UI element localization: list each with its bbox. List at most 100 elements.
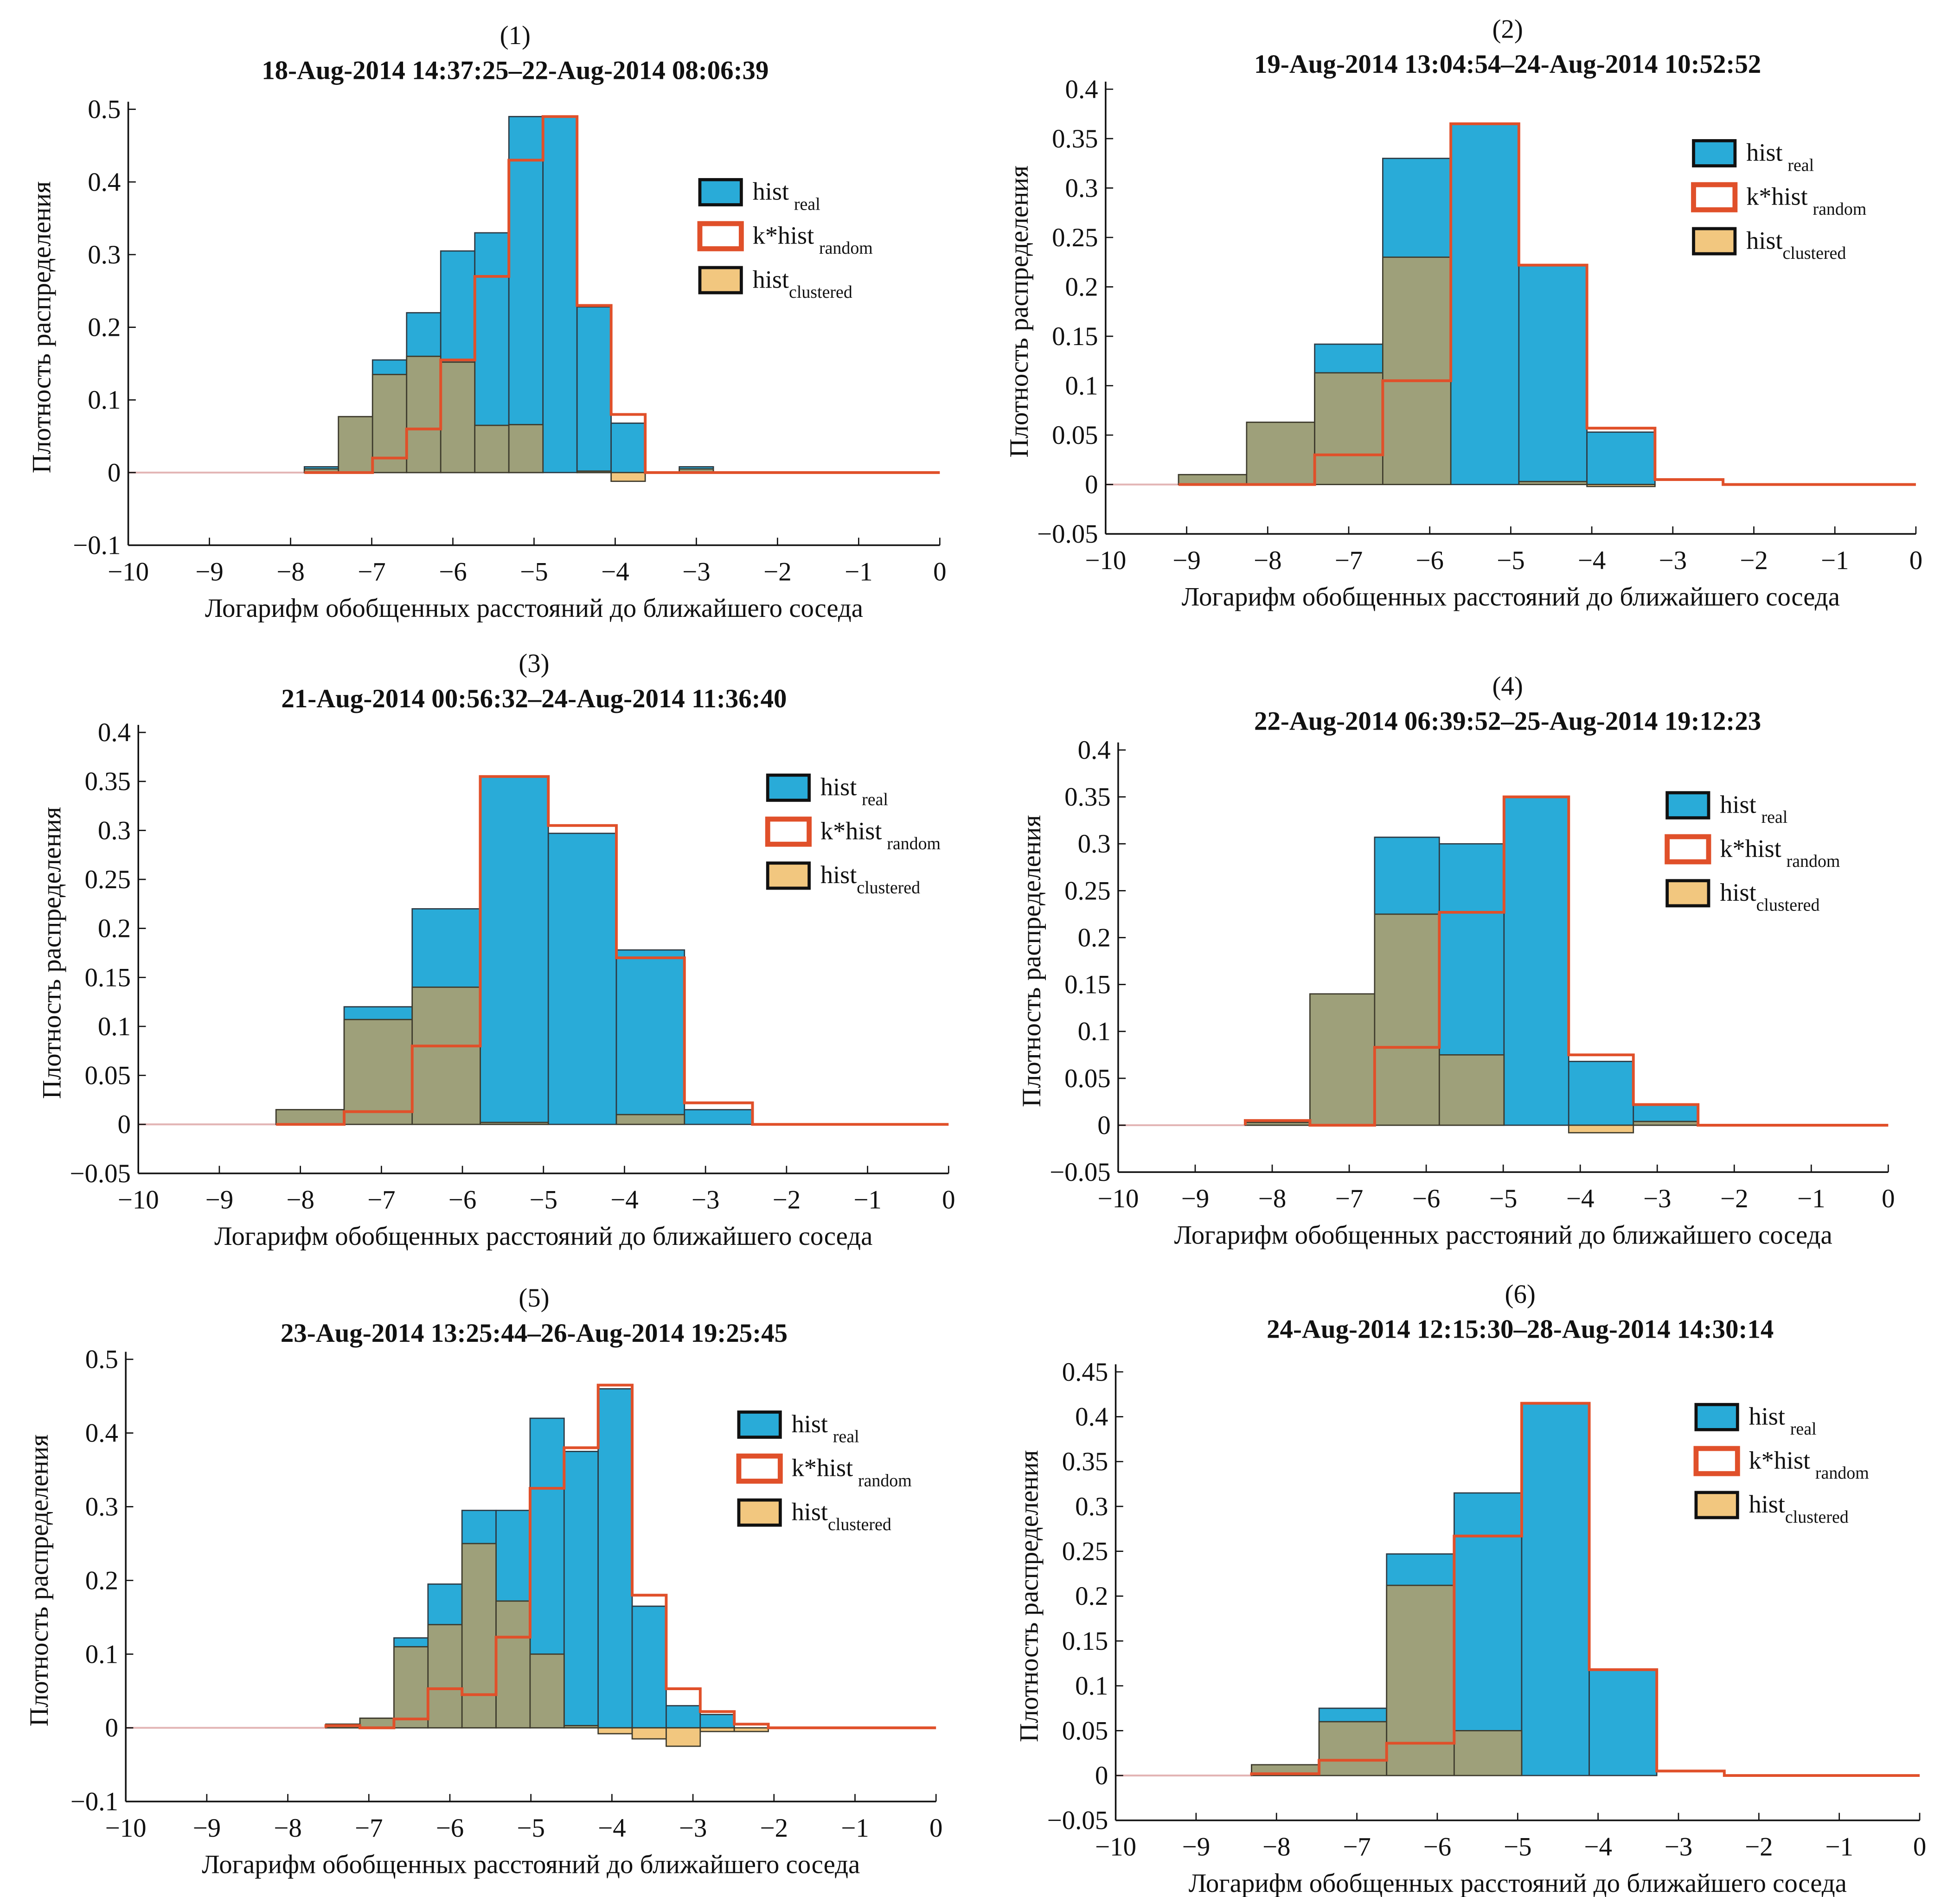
hist-clustered-bar <box>1309 993 1376 1126</box>
y-tick-label: 0 <box>105 1713 118 1743</box>
y-tick-label: 0.25 <box>1052 223 1098 252</box>
y-tick-label: 0.25 <box>84 865 131 894</box>
x-tick-label: −7 <box>355 1814 383 1843</box>
y-tick-label: −0.1 <box>70 1787 118 1816</box>
hist-real-bar <box>508 115 544 474</box>
x-tick-label: −9 <box>205 1186 234 1215</box>
legend-label-real: hist real <box>753 178 820 214</box>
panel-label: (2) <box>1492 14 1523 44</box>
hist-clustered-bar <box>1586 484 1656 487</box>
x-tick-label: −1 <box>1825 1833 1853 1862</box>
chart-panel-6: (6) 24-Aug-2014 12:15:30–28-Aug-2014 14:3… <box>1015 1280 1927 1897</box>
y-axis-label: Плотность распределения <box>1017 815 1046 1107</box>
y-tick-label: 0.1 <box>88 385 121 415</box>
x-axis-label: Логарифм обобщенных расстояний до ближай… <box>202 1850 860 1879</box>
chart-title: 21-Aug-2014 00:56:32–24-Aug-2014 11:36:4… <box>281 684 787 713</box>
y-tick-label: 0.4 <box>1075 1402 1108 1431</box>
hist-real-bar <box>699 1714 735 1729</box>
hist-clustered-bar <box>495 1600 531 1729</box>
x-tick-label: −7 <box>1335 546 1363 575</box>
y-tick-label: 0.45 <box>1062 1358 1108 1387</box>
y-tick-label: 0.05 <box>1062 1716 1108 1745</box>
y-tick-label: 0.05 <box>84 1061 131 1090</box>
hist-clustered-bar <box>406 355 442 474</box>
k-hist-random-line <box>276 775 949 1126</box>
x-tick-label: −4 <box>1578 546 1606 575</box>
y-tick-label: 0.1 <box>98 1012 131 1041</box>
x-tick-label: −1 <box>853 1186 882 1215</box>
legend-label-real: hist real <box>820 773 888 810</box>
hist-clustered-bar <box>1246 422 1315 485</box>
legend-label-random: k*hist random <box>792 1454 912 1491</box>
chart-panel-4: (4) 22-Aug-2014 06:39:52–25-Aug-2014 19:1… <box>1017 672 1895 1250</box>
legend-swatch-random <box>1691 182 1738 212</box>
hist-clustered-bar <box>275 1109 345 1125</box>
hist-clustered-bar <box>393 1646 429 1729</box>
hist-clustered-bar <box>474 424 510 474</box>
hist-real-bar <box>1588 1669 1658 1776</box>
legend-label-real: hist real <box>1720 790 1787 827</box>
panel-label: (4) <box>1492 672 1523 701</box>
hist-clustered-bar <box>1453 1730 1523 1776</box>
x-tick-label: −4 <box>1584 1833 1612 1862</box>
y-tick-label: 0.3 <box>88 240 121 269</box>
legend-label-clustered: histclustered <box>792 1498 891 1534</box>
x-tick-label: −9 <box>1182 1833 1211 1862</box>
hist-real-bar <box>615 949 685 1125</box>
legend-label-random: k*hist random <box>1746 183 1866 219</box>
hist-real-bar <box>684 1109 753 1125</box>
y-tick-label: 0 <box>108 458 121 487</box>
legend-label-real: hist real <box>1749 1403 1817 1439</box>
x-tick-label: −2 <box>1745 1833 1773 1862</box>
hist-real-bar <box>631 1605 667 1729</box>
hist-clustered-bar <box>529 1653 565 1729</box>
x-tick-label: −1 <box>845 557 873 586</box>
legend-label-real: hist real <box>792 1410 859 1447</box>
x-tick-label: −8 <box>276 557 305 586</box>
k-hist-random-line <box>304 115 940 474</box>
hist-clustered-bar <box>1633 1121 1699 1126</box>
x-tick-label: −7 <box>1335 1184 1364 1213</box>
x-axis-label: Логарифм обобщенных расстояний до ближай… <box>205 594 863 623</box>
hist-clustered-bar <box>1374 913 1440 1126</box>
legend: hist real k*hist random histclustered <box>736 1410 912 1534</box>
x-tick-label: −2 <box>1720 1184 1749 1213</box>
y-tick-label: 0.15 <box>1062 1627 1108 1656</box>
y-tick-label: 0.3 <box>1078 829 1111 859</box>
hist-clustered-bar <box>343 1019 413 1125</box>
y-tick-label: 0.25 <box>1064 876 1111 905</box>
hist-clustered-bar <box>576 470 612 474</box>
y-tick-label: 0.4 <box>1078 736 1111 765</box>
hist-clustered-bar <box>1438 1054 1505 1126</box>
y-axis-label: Плотность распределения <box>25 1435 54 1727</box>
hist-clustered-bar <box>631 1727 667 1740</box>
x-tick-label: −3 <box>1665 1833 1693 1862</box>
hist-clustered-bar <box>563 1725 599 1729</box>
x-tick-label: −3 <box>1643 1184 1672 1213</box>
hist-clustered-bar <box>597 1727 633 1735</box>
x-tick-label: −10 <box>1085 546 1126 575</box>
y-tick-label: 0.15 <box>1052 322 1098 351</box>
x-tick-label: −2 <box>1740 546 1768 575</box>
x-tick-label: −3 <box>679 1814 707 1843</box>
y-tick-label: 0.3 <box>1075 1492 1108 1521</box>
hist-clustered-bar <box>615 1114 685 1125</box>
x-tick-label: −4 <box>598 1814 626 1843</box>
hist-real-bar <box>563 1450 599 1729</box>
legend-swatch-random <box>1665 834 1711 865</box>
x-tick-label: −5 <box>1504 1833 1532 1862</box>
hist-clustered-bar <box>610 472 646 482</box>
hist-real-bar <box>480 775 549 1125</box>
y-tick-label: 0.2 <box>1078 923 1111 952</box>
hist-clustered-bar <box>411 987 481 1125</box>
x-tick-label: −10 <box>105 1814 147 1843</box>
chart-title: 22-Aug-2014 06:39:52–25-Aug-2014 19:12:2… <box>1254 707 1761 736</box>
legend: hist real k*hist random histclustered <box>1693 1403 1869 1527</box>
hist-clustered-bar <box>427 1624 463 1729</box>
legend-swatch-clustered <box>1692 227 1737 256</box>
x-tick-label: −4 <box>1566 1184 1595 1213</box>
legend-swatch-real <box>1692 139 1737 167</box>
y-tick-label: 0.4 <box>85 1419 118 1448</box>
hist-real-bar <box>576 306 612 474</box>
hist-clustered-bar <box>1386 1584 1455 1776</box>
